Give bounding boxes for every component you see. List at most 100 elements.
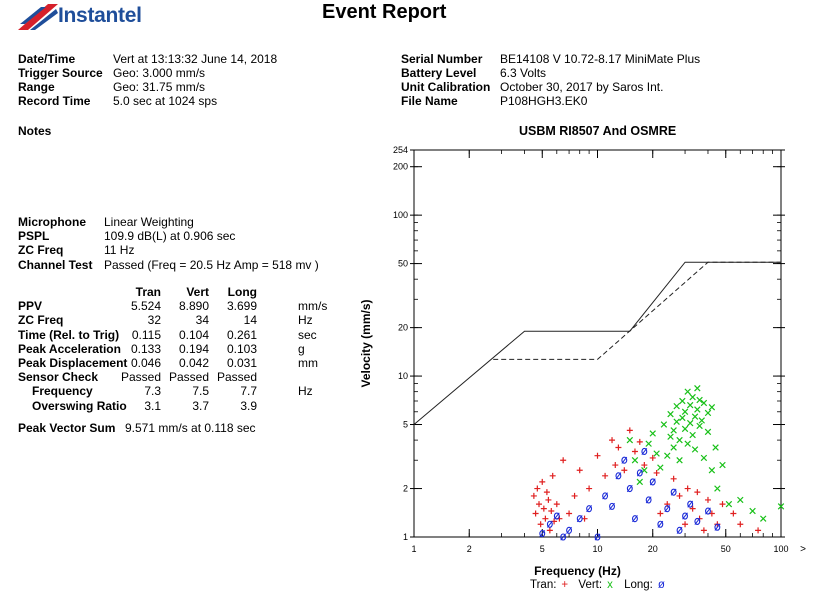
tran-point	[546, 527, 553, 534]
mic-value: Linear Weighting	[104, 215, 194, 229]
long-point	[539, 530, 546, 538]
vert-point	[700, 454, 708, 462]
tran-point	[609, 437, 616, 444]
table-row-label: Frequency	[32, 384, 93, 399]
plot-frame	[413, 149, 782, 538]
tran-point	[536, 501, 543, 508]
tran-point	[670, 475, 677, 482]
legend-symbol: ø	[658, 579, 665, 591]
table-cell: 32	[147, 313, 161, 328]
tran-point	[539, 478, 546, 485]
table-cell: 0.115	[131, 327, 161, 342]
vert-point	[679, 414, 686, 422]
tran-point	[631, 448, 638, 455]
info-label: File Name	[401, 94, 458, 108]
long-point	[641, 447, 648, 456]
vert-point	[689, 431, 696, 439]
table-cell: Passed	[216, 370, 257, 385]
tran-point	[612, 462, 619, 469]
tran-point	[700, 527, 707, 534]
tran-point	[537, 521, 544, 528]
table-unit: sec	[298, 327, 317, 342]
vert-point	[653, 450, 660, 457]
table-row-label: Peak Acceleration	[18, 341, 121, 356]
table-cell: 0.031	[226, 356, 257, 370]
tran-point	[542, 515, 549, 522]
table-unit: Hz	[298, 384, 313, 399]
long-point	[615, 472, 622, 480]
vert-point	[708, 466, 716, 474]
tran-point	[549, 472, 556, 479]
column-header: Vert	[186, 285, 209, 299]
vert-point	[626, 436, 634, 444]
table-row-label: Overswing Ratio	[32, 398, 127, 413]
table-unit: Hz	[298, 313, 313, 328]
y-tick-label: 200	[393, 162, 408, 172]
mic-label: Channel Test	[18, 258, 93, 272]
table-cell: 3.9	[240, 398, 257, 413]
table-cell: 7.5	[192, 384, 209, 399]
vert-point	[719, 461, 726, 469]
vert-point	[676, 456, 683, 464]
mic-label: Microphone	[18, 215, 86, 229]
vert-point	[686, 419, 694, 427]
tran-point	[621, 467, 628, 474]
vert-point	[737, 496, 744, 504]
info-value: Geo: 31.75 mm/s	[113, 80, 206, 94]
info-label: Range	[18, 80, 55, 94]
long-point	[566, 526, 573, 534]
tran-point	[689, 505, 696, 512]
vert-point	[679, 397, 686, 405]
vert-point	[694, 406, 701, 413]
mic-label: PSPL	[18, 229, 50, 243]
vert-point	[631, 456, 639, 464]
table-cell: 0.133	[130, 341, 161, 356]
notes-label: Notes	[18, 124, 52, 138]
tran-point	[649, 454, 656, 461]
table-cell: 7.3	[144, 384, 161, 399]
vert-point	[667, 410, 674, 418]
vert-point	[684, 388, 691, 395]
long-point	[586, 505, 593, 513]
vert-point	[704, 409, 712, 417]
limit-line-solid	[413, 261, 781, 425]
long-point	[576, 515, 583, 523]
table-row-label: PPV	[18, 299, 43, 314]
table-unit: mm/s	[298, 299, 328, 314]
info-label: Trigger Source	[18, 66, 103, 80]
info-value: Geo: 3.000 mm/s	[113, 66, 206, 80]
tran-point	[641, 462, 648, 469]
tran-point	[566, 510, 573, 517]
long-point	[705, 507, 711, 515]
table-cell: 14	[243, 313, 257, 328]
instantel-logo	[18, 4, 58, 30]
tran-point	[532, 510, 539, 517]
vert-point	[691, 446, 699, 453]
long-point	[546, 520, 553, 528]
tran-point	[530, 492, 537, 499]
y-tick-label: 20	[398, 323, 408, 333]
long-point	[636, 469, 643, 477]
vert-point	[676, 436, 683, 444]
long-point	[682, 512, 689, 520]
table-cell: 0.042	[178, 356, 209, 370]
y-axis-label: Velocity (mm/s)	[359, 299, 373, 387]
vert-point	[657, 464, 664, 471]
vert-point	[636, 478, 644, 486]
tran-point	[540, 505, 547, 512]
tran-point	[571, 492, 578, 499]
info-label: Battery Level	[401, 66, 477, 80]
legend-label: Vert:	[578, 579, 602, 591]
tran-point	[704, 496, 711, 503]
tran-point	[576, 467, 583, 474]
vert-point	[670, 444, 677, 451]
tran-point	[653, 469, 660, 476]
legend-label: Tran:	[530, 579, 556, 591]
table-cell: 3.1	[144, 398, 161, 413]
tran-point	[553, 501, 560, 508]
long-point	[676, 526, 683, 534]
vert-point	[684, 440, 691, 447]
info-value: P108HGH3.EK0	[500, 94, 588, 108]
long-point	[621, 456, 628, 464]
long-point	[645, 496, 652, 504]
